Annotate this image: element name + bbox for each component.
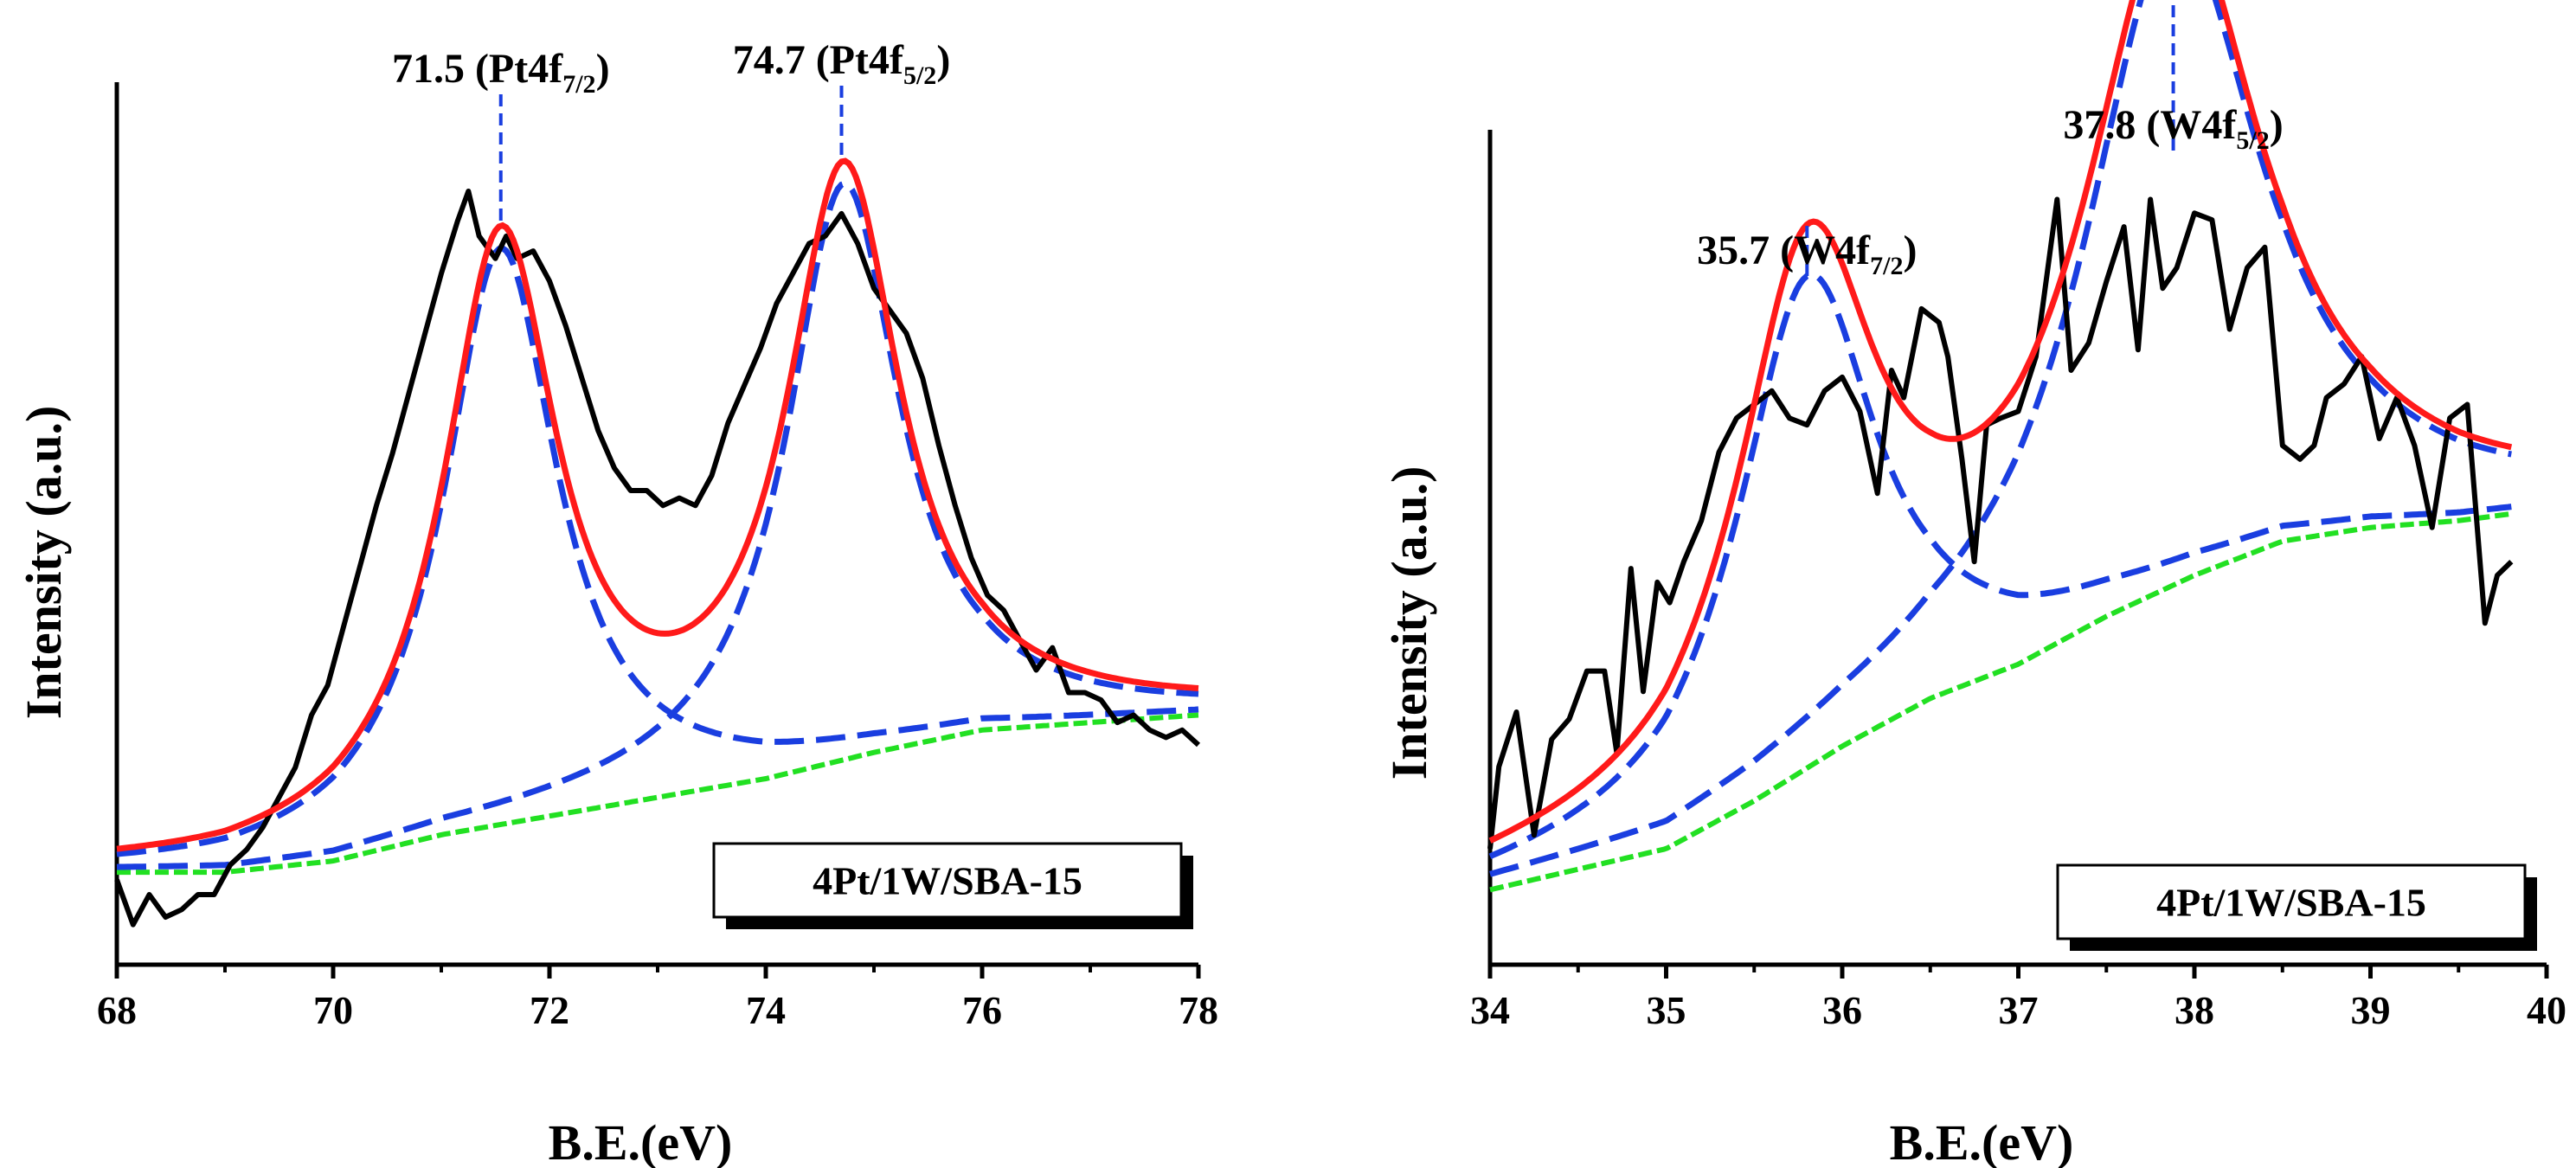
peak-label: 74.7 (Pt4f5/2) [733, 37, 951, 90]
peak-label: 35.7 (W4f7/2) [1697, 228, 1917, 280]
peak-label-main: 71.5 (Pt4f [392, 46, 563, 92]
peak-label-main: 37.8 (W4f [2063, 102, 2237, 148]
component-peak-1 [1488, 271, 2512, 860]
background-line [1489, 510, 2512, 893]
legend-label: 4Pt/1W/SBA-15 [2156, 881, 2426, 925]
x-tick-label: 39 [2351, 988, 2391, 1032]
x-tick-label: 78 [1179, 988, 1218, 1032]
y-axis-title: Intensity (a.u.) [16, 406, 72, 720]
x-tick-label: 74 [746, 988, 786, 1032]
peak-label-sub: 7/2 [562, 70, 595, 99]
x-tick-label: 68 [97, 988, 137, 1032]
peak-label-main: 74.7 (Pt4f [733, 37, 904, 83]
right-panel: Intensity (a.u.) B.E.(eV) 34 35 36 37 38 39 40… [1381, 0, 2566, 1168]
y-axis-title: Intensity (a.u.) [1381, 466, 1437, 780]
peak-label-close: ) [1903, 228, 1917, 273]
x-tick-label: 36 [1822, 988, 1862, 1032]
left-panel: Intensity (a.u.) B.E.(eV) 68 70 72 74 76 78 71… [16, 37, 1218, 1168]
x-tick-label: 70 [313, 988, 353, 1032]
legend-box [2056, 863, 2527, 940]
x-tick-label: 34 [1470, 988, 1510, 1032]
legend-label: 4Pt/1W/SBA-15 [813, 859, 1082, 903]
component-peak-2 [116, 180, 1199, 870]
experimental-line [114, 189, 1201, 927]
fitted-envelope-line [1488, 0, 2513, 844]
peak-label-sub: 5/2 [903, 61, 936, 90]
x-axis-title: B.E.(eV) [549, 1114, 733, 1168]
background-line [117, 712, 1199, 876]
peak-label: 71.5 (Pt4f7/2) [392, 46, 610, 99]
peak-label-main: 35.7 (W4f [1697, 228, 1871, 273]
peak-label: 37.8 (W4f5/2) [2063, 102, 2283, 155]
x-tick-label: 40 [2527, 988, 2566, 1032]
component-peak-2 [1489, 0, 2512, 877]
x-tick-label: 72 [530, 988, 569, 1032]
x-tick-label: 38 [2175, 988, 2214, 1032]
peak-label-sub: 5/2 [2236, 126, 2269, 155]
fitted-envelope-line [116, 157, 1199, 852]
x-axis-title: B.E.(eV) [1890, 1114, 2074, 1168]
peak-label-close: ) [936, 37, 950, 83]
x-tick-label: 35 [1647, 988, 1686, 1032]
x-tick-label: 37 [1999, 988, 2039, 1032]
peak-label-close: ) [2270, 102, 2284, 148]
peak-label-sub: 7/2 [1870, 252, 1903, 280]
component-peak-1 [116, 245, 1199, 857]
x-tick-label: 76 [962, 988, 1002, 1032]
peak-label-close: ) [596, 46, 610, 92]
legend-box [712, 842, 1183, 919]
